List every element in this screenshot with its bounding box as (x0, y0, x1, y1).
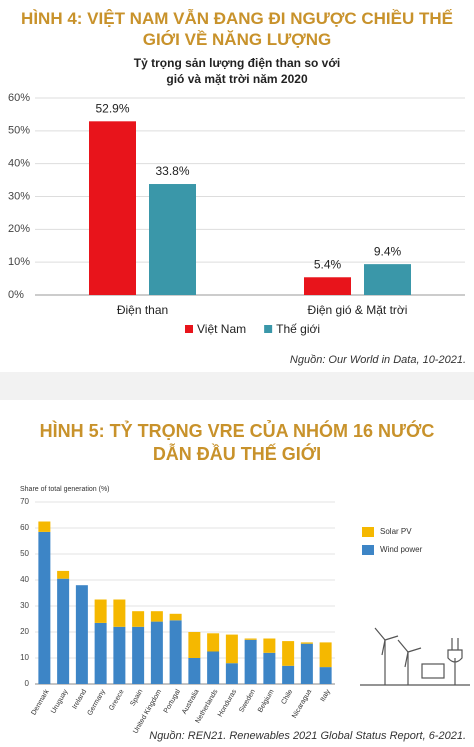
legend-swatch (264, 325, 273, 333)
bar-segment (225, 663, 238, 684)
bar-segment (207, 651, 220, 684)
bar-segment (225, 634, 238, 664)
icon (374, 627, 386, 641)
x-tick-label: Nicaragua (291, 688, 313, 719)
value-label: 9.4% (374, 244, 402, 258)
x-tick-label: Ireland (71, 688, 88, 710)
bar-segment (132, 626, 145, 684)
value-label: 52.9% (95, 101, 129, 115)
bar-segment (282, 665, 295, 684)
x-tick-label: Germany (86, 688, 107, 717)
bar-segment (282, 641, 295, 666)
divider (0, 372, 474, 400)
icon (404, 651, 409, 668)
source: Nguồn: Our World in Data, 10-2021. (290, 354, 466, 366)
bar-segment (38, 521, 51, 532)
icon (407, 647, 422, 653)
y-tick-label: 0 (25, 679, 30, 688)
bar-segment (57, 570, 70, 579)
y-tick-label: 10% (8, 256, 30, 268)
bar-segment (94, 599, 107, 623)
value-label: 33.8% (155, 164, 189, 178)
legend-label: Solar PV (380, 527, 412, 536)
bar-segment (113, 599, 126, 627)
y-tick-label: 20 (20, 627, 29, 636)
legend-label: Wind power (380, 545, 423, 554)
source: Nguồn: REN21. Renewables 2021 Global Sta… (149, 730, 466, 742)
y-tick-label: 0% (8, 289, 24, 301)
chart-title: HÌNH 4: VIỆT NAM VẪN ĐANG ĐI NGƯỢC CHIỀU… (21, 9, 453, 49)
y-tick-label: 10 (20, 653, 29, 662)
bar-segment (300, 643, 313, 684)
bar-segment (169, 613, 182, 621)
y-tick-label: 40% (8, 158, 30, 170)
chart-title: HÌNH 5: TỶ TRỌNG VRE CỦA NHÓM 16 NƯỚC DẪ… (39, 421, 435, 464)
legend-swatch (185, 325, 193, 333)
bar-segment (188, 632, 201, 658)
bar-segment (263, 638, 276, 653)
y-axis-label: Share of total generation (%) (20, 486, 110, 493)
icon (381, 639, 386, 656)
value-label: 5.4% (314, 257, 342, 271)
x-tick-label: Belgium (257, 688, 276, 714)
bar-segment (57, 578, 70, 684)
x-tick-label: Điện gió & Mặt trời (308, 303, 408, 317)
y-tick-label: 30 (20, 601, 29, 610)
icon (397, 639, 409, 653)
bar-segment (188, 658, 201, 684)
x-tick-label: Chile (280, 688, 294, 705)
x-tick-label: Italy (319, 688, 332, 703)
y-tick-label: 20% (8, 223, 30, 235)
chart-subtitle: Tỷ trọng sản lượng điện than so với gió … (133, 56, 341, 86)
legend-swatch (362, 527, 374, 537)
x-tick-label: Australia (181, 688, 201, 715)
bar-segment (38, 531, 51, 684)
legend-swatch (362, 545, 374, 555)
x-tick-label: Sweden (238, 688, 257, 713)
y-tick-label: 40 (20, 575, 29, 584)
bar-segment (169, 620, 182, 684)
bar-segment (113, 626, 126, 684)
x-tick-label: Spain (129, 688, 144, 707)
y-tick-label: 50 (20, 549, 29, 558)
bar-segment (319, 667, 332, 684)
x-tick-label: Uruguay (50, 688, 70, 715)
y-tick-label: 60% (8, 92, 30, 104)
bar-segment (132, 611, 145, 627)
x-tick-label: Portugal (163, 688, 182, 714)
bar-segment (75, 585, 88, 684)
bar (89, 121, 136, 295)
bar-segment (244, 638, 257, 640)
bar-segment (319, 642, 332, 668)
x-tick-label: Greece (108, 688, 126, 711)
bar-segment (94, 622, 107, 684)
bar-segment (150, 621, 163, 684)
x-tick-label: Điện than (117, 303, 168, 317)
icon (421, 663, 445, 679)
x-tick-label: Denmark (30, 688, 51, 717)
y-tick-label: 50% (8, 125, 30, 137)
y-tick-label: 30% (8, 190, 30, 202)
icon (384, 635, 399, 641)
bar (364, 264, 411, 295)
bar-segment (150, 611, 163, 622)
legend-label: Việt Nam (197, 322, 246, 336)
bar (149, 184, 196, 295)
bar-segment (300, 642, 313, 644)
bar-segment (207, 633, 220, 652)
x-tick-label: Honduras (217, 688, 238, 718)
y-tick-label: 60 (20, 523, 29, 532)
y-tick-label: 70 (20, 497, 29, 506)
bar (304, 277, 351, 295)
legend-label: Thế giới (276, 322, 320, 336)
bar-segment (263, 652, 276, 684)
bar-segment (244, 639, 257, 684)
icon (447, 638, 463, 685)
